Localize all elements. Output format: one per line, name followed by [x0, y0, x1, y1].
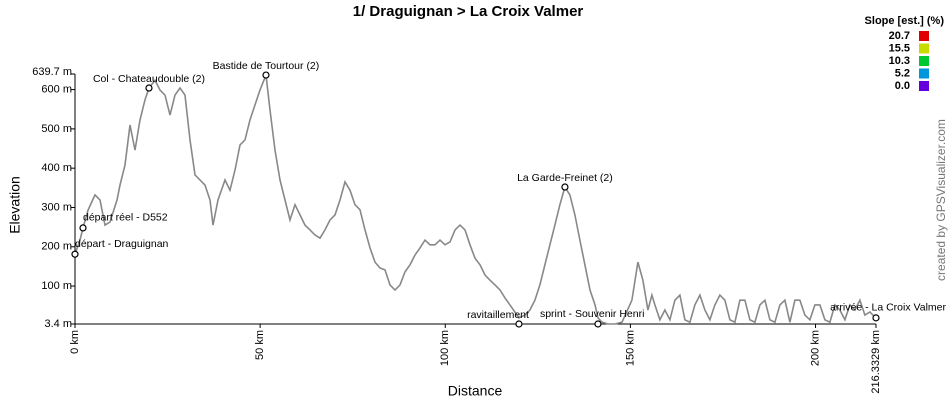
y-tick-label: 3.4 m	[44, 318, 72, 330]
slope-legend-swatch	[919, 31, 929, 41]
credit: created by GPSVisualizer.com	[934, 119, 948, 281]
waypoint	[594, 320, 602, 328]
waypoint	[872, 314, 880, 322]
x-tick-label: 100 km	[439, 330, 451, 366]
slope-legend-swatch	[919, 81, 929, 91]
waypoint-label: ravitaillement	[467, 309, 529, 321]
slope-legend-label: 20.7	[889, 30, 910, 42]
elevation-line	[74, 74, 877, 325]
slope-legend-title: Slope [est.] (%)	[865, 15, 945, 27]
waypoint-label: départ réel - D552	[83, 212, 168, 224]
waypoint	[561, 183, 569, 191]
slope-legend-swatch	[919, 43, 929, 54]
slope-legend-label: 15.5	[889, 42, 910, 54]
y-tick-label: 200 m	[41, 241, 72, 253]
x-tick-label: 216.3329 km	[870, 330, 882, 394]
y-tick-label: 400 m	[41, 162, 72, 174]
x-tick-label: 200 km	[809, 330, 821, 366]
waypoint	[515, 320, 523, 328]
y-tick-label: 500 m	[41, 123, 72, 135]
slope-legend-label: 0.0	[895, 80, 910, 92]
y-tick-label: 100 m	[41, 280, 72, 292]
waypoint	[145, 84, 153, 92]
y-tick-label: 639.7 m	[32, 66, 72, 78]
waypoint	[262, 71, 270, 79]
y-axis-title: Elevation	[7, 176, 23, 234]
x-tick-label: 50 km	[254, 330, 266, 360]
x-tick-label: 0 km	[69, 330, 81, 354]
chart-title: 1/ Draguignan > La Croix Valmer	[353, 3, 584, 20]
waypoint-label: La Garde-Freinet (2)	[517, 172, 613, 184]
x-tick-label: 150 km	[624, 330, 636, 366]
slope-legend-label: 5.2	[895, 67, 910, 79]
waypoint-label: départ - Draguignan	[75, 238, 169, 250]
waypoint-label: Col - Chateaudouble (2)	[93, 73, 205, 85]
y-tick-label: 600 m	[41, 84, 72, 96]
waypoint	[79, 224, 87, 232]
x-axis-title: Distance	[448, 383, 503, 399]
waypoint-label: arrivée - La Croix Valmer	[830, 302, 946, 314]
slope-legend-swatch	[919, 56, 929, 66]
y-tick-label: 300 m	[41, 201, 72, 213]
waypoint	[71, 250, 79, 258]
slope-legend-swatch	[919, 68, 929, 79]
slope-legend-label: 10.3	[889, 55, 910, 67]
waypoint-label: sprint - Souvenir Henri	[540, 308, 644, 320]
waypoint-label: Bastide de Tourtour (2)	[213, 60, 320, 72]
